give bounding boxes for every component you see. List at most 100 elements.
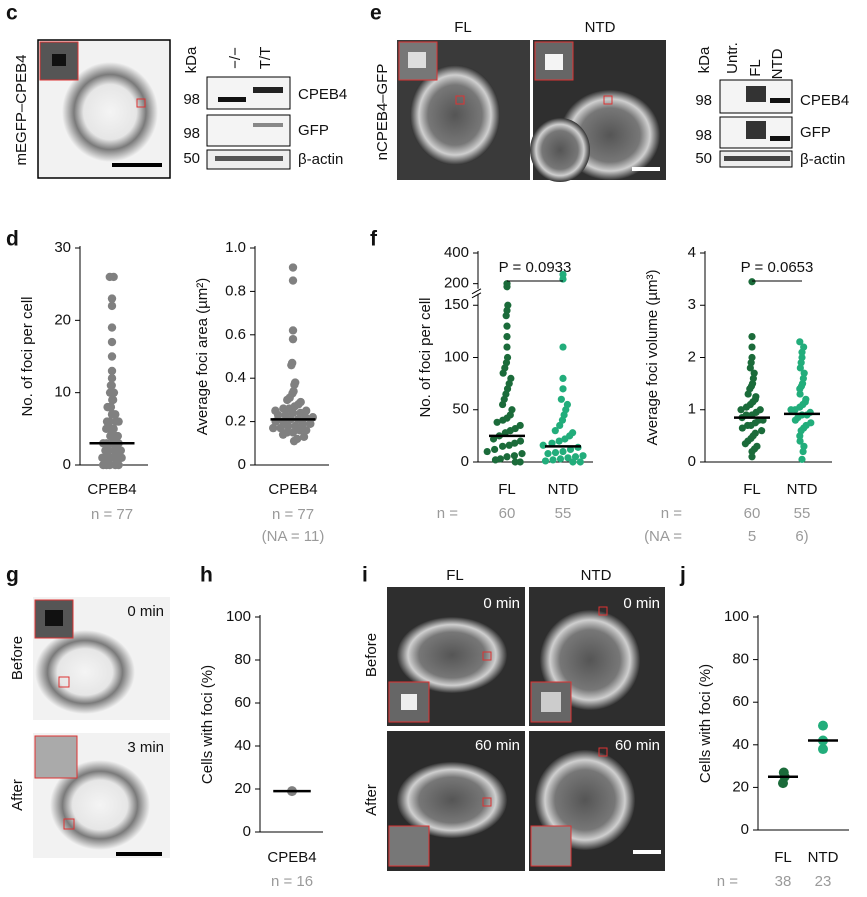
inset xyxy=(39,41,79,81)
data-point xyxy=(748,278,756,286)
data-point xyxy=(107,352,117,361)
y-tick-label: 0.2 xyxy=(225,413,246,430)
y-axis-label: Average foci area (µm²) xyxy=(194,278,211,436)
data-point xyxy=(499,416,507,424)
roi xyxy=(598,606,608,616)
data-point xyxy=(503,453,511,461)
sample-size: n = 77 xyxy=(91,506,133,523)
cell xyxy=(530,118,590,182)
data-point xyxy=(302,426,311,435)
band xyxy=(253,87,283,93)
sample-size: n = 77 xyxy=(272,506,314,523)
cell xyxy=(535,750,635,850)
y-tick-label: 4 xyxy=(688,244,696,261)
cell xyxy=(410,65,500,165)
data-point xyxy=(111,460,120,470)
data-point xyxy=(287,360,296,370)
axis-break xyxy=(471,292,482,299)
panel-letter: c xyxy=(6,2,18,25)
data-point xyxy=(98,453,107,462)
data-point xyxy=(778,767,789,778)
time-label: 3 min xyxy=(127,739,164,756)
panel-letter: e xyxy=(370,2,382,25)
scale-bar xyxy=(112,163,162,167)
lane-label: Untr. xyxy=(724,42,741,74)
y-axis-label: Cells with foci (%) xyxy=(697,664,714,783)
y-tick-label: 0.4 xyxy=(225,369,246,386)
data-point xyxy=(799,447,807,456)
y-tick-label: 20 xyxy=(732,778,749,795)
row-label: Before xyxy=(9,636,26,680)
data-point xyxy=(569,458,577,466)
data-point xyxy=(295,426,304,435)
y-tick-label: 0.6 xyxy=(225,326,246,343)
data-point xyxy=(559,275,567,283)
data-point xyxy=(283,395,292,405)
data-point xyxy=(516,437,525,445)
y-tick-label: 0 xyxy=(243,823,251,840)
data-point xyxy=(109,453,118,462)
band xyxy=(218,97,246,102)
data-point xyxy=(501,429,509,437)
data-point xyxy=(551,448,560,457)
y-tick-label: 400 xyxy=(444,244,469,261)
sample-size: n = xyxy=(437,505,459,522)
data-point xyxy=(108,395,117,405)
axis-break xyxy=(471,288,482,295)
p-value: P = 0.0933 xyxy=(499,259,572,276)
x-tick-label: FL xyxy=(743,481,761,498)
row-label: After xyxy=(9,779,26,811)
x-tick-label: NTD xyxy=(548,481,579,498)
data-point xyxy=(499,400,507,409)
data-point xyxy=(559,343,567,351)
marker: 50 xyxy=(183,150,200,167)
data-point xyxy=(288,263,298,272)
cell xyxy=(397,762,507,838)
data-point xyxy=(796,385,804,393)
data-point xyxy=(278,430,288,439)
sample-size: 38 xyxy=(775,873,792,890)
time-label: 60 min xyxy=(615,737,660,754)
data-point xyxy=(544,450,552,458)
data-point xyxy=(503,333,511,341)
data-point xyxy=(505,441,513,449)
y-tick-label: 0.8 xyxy=(225,282,246,299)
scale-bar xyxy=(632,167,660,171)
lane-label: T/T xyxy=(257,47,274,70)
data-point xyxy=(559,447,567,456)
data-point xyxy=(288,334,298,344)
data-point xyxy=(518,450,526,458)
data-point xyxy=(791,416,800,424)
data-point xyxy=(511,439,519,447)
cell xyxy=(35,630,135,714)
data-point xyxy=(566,445,575,454)
row-label: After xyxy=(363,784,380,816)
marker: 98 xyxy=(183,125,200,142)
data-point xyxy=(738,424,746,432)
data-point xyxy=(493,418,501,426)
data-point xyxy=(491,456,500,464)
y-tick-label: 80 xyxy=(732,651,749,668)
panel-letter: h xyxy=(200,564,213,587)
inset xyxy=(388,825,430,867)
panel-letter: g xyxy=(6,564,19,587)
data-point xyxy=(549,456,557,464)
panel-letter: j xyxy=(679,564,686,587)
roi xyxy=(58,676,70,688)
data-point xyxy=(499,369,507,377)
sample-size: 6) xyxy=(795,528,808,545)
time-label: 0 min xyxy=(623,595,660,612)
data-point xyxy=(110,446,119,455)
y-tick-label: 20 xyxy=(234,780,251,797)
roi xyxy=(455,95,465,105)
marker: 98 xyxy=(695,92,712,109)
lane-label: −/− xyxy=(227,47,244,69)
y-tick-label: 1 xyxy=(688,401,696,418)
sample-size: (NA = 11) xyxy=(262,528,325,545)
data-point xyxy=(516,458,524,466)
roi xyxy=(482,651,492,661)
data-point xyxy=(510,452,519,460)
sample-size: 55 xyxy=(555,505,572,522)
inset xyxy=(34,735,78,779)
y-tick-label: 2 xyxy=(688,348,696,365)
